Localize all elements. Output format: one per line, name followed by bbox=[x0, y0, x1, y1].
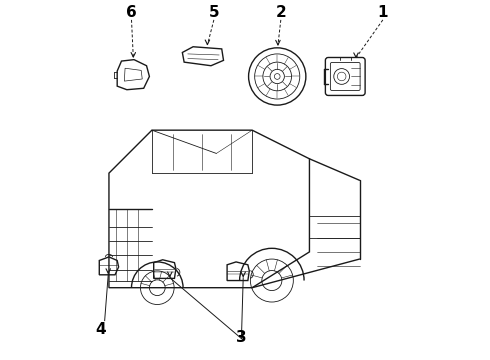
Text: 3: 3 bbox=[236, 330, 247, 345]
Text: 6: 6 bbox=[126, 5, 137, 20]
Text: 4: 4 bbox=[96, 322, 106, 337]
Text: 1: 1 bbox=[378, 5, 388, 20]
Text: 2: 2 bbox=[275, 5, 286, 20]
Text: 5: 5 bbox=[209, 5, 219, 20]
